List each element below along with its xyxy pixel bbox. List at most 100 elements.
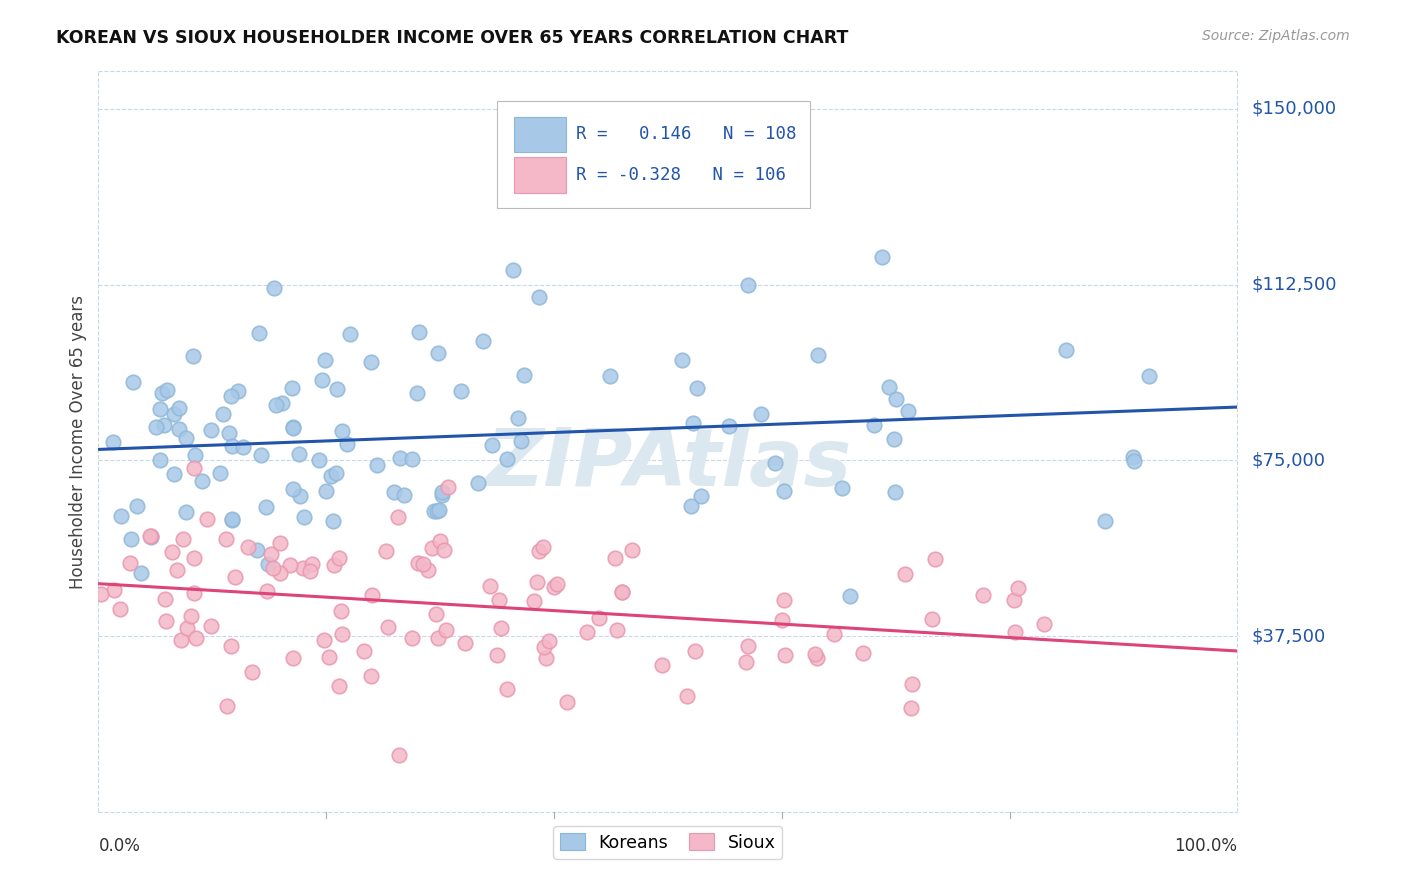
Point (90, 587, 112, 601)
Point (488, 592, 510, 607)
Point (1004, 625, 1026, 640)
Point (506, 411, 529, 425)
Point (1122, 454, 1144, 468)
Point (260, 548, 283, 562)
Point (683, 644, 706, 658)
Point (218, 425, 240, 440)
Point (167, 422, 190, 436)
Point (773, 484, 796, 499)
Point (195, 512, 218, 526)
Point (200, 424, 222, 438)
Point (141, 529, 163, 543)
Point (288, 490, 311, 504)
Point (215, 532, 238, 546)
Text: $75,000: $75,000 (1251, 451, 1326, 469)
Point (308, 452, 330, 467)
Point (257, 558, 280, 572)
Point (328, 550, 350, 565)
Point (773, 648, 796, 662)
Point (478, 579, 501, 593)
Point (852, 646, 875, 660)
Point (433, 543, 456, 558)
Point (269, 536, 291, 550)
Y-axis label: Householder Income Over 65 years: Householder Income Over 65 years (69, 294, 87, 589)
Point (1033, 616, 1056, 631)
Point (884, 392, 907, 407)
Point (870, 250, 893, 264)
Point (172, 533, 194, 547)
Point (321, 469, 343, 483)
Point (281, 381, 304, 395)
Point (149, 401, 172, 416)
Point (471, 334, 494, 349)
Point (679, 499, 702, 513)
Text: Source: ZipAtlas.com: Source: ZipAtlas.com (1202, 29, 1350, 43)
FancyBboxPatch shape (515, 157, 567, 193)
Text: 100.0%: 100.0% (1174, 837, 1237, 855)
Point (250, 448, 273, 462)
Point (155, 614, 177, 628)
Point (502, 263, 524, 277)
Point (118, 556, 141, 570)
Point (737, 639, 759, 653)
Text: $37,500: $37,500 (1251, 627, 1326, 645)
Point (180, 608, 202, 623)
Point (651, 658, 673, 673)
Point (555, 695, 578, 709)
Point (408, 326, 430, 340)
Point (322, 514, 344, 528)
Point (434, 623, 457, 637)
Point (240, 665, 263, 679)
Point (360, 355, 382, 369)
Point (454, 636, 477, 650)
Point (315, 483, 337, 498)
Point (280, 558, 302, 572)
Point (749, 408, 772, 422)
Text: 0.0%: 0.0% (98, 837, 141, 855)
Point (921, 612, 943, 626)
Point (621, 543, 644, 558)
Point (576, 625, 599, 640)
Point (737, 277, 759, 292)
Point (432, 485, 454, 500)
Point (176, 504, 198, 518)
Point (224, 570, 246, 584)
Point (328, 679, 350, 693)
Point (108, 602, 131, 616)
Point (526, 574, 548, 589)
Point (263, 281, 285, 295)
Point (401, 451, 423, 466)
Point (606, 623, 628, 637)
Point (763, 456, 786, 470)
Point (170, 633, 193, 648)
FancyBboxPatch shape (498, 101, 810, 209)
Point (139, 529, 162, 543)
Point (184, 631, 207, 645)
Point (149, 452, 172, 467)
Text: $112,500: $112,500 (1251, 276, 1337, 293)
Point (599, 369, 621, 384)
Point (610, 584, 633, 599)
Point (162, 467, 184, 481)
Point (184, 448, 207, 462)
Point (292, 509, 315, 524)
Point (221, 513, 243, 527)
Point (897, 404, 920, 418)
Point (682, 416, 704, 430)
Point (496, 452, 519, 467)
Point (863, 418, 886, 433)
Point (839, 589, 862, 603)
Point (426, 504, 449, 518)
Point (689, 489, 711, 503)
Point (183, 586, 205, 600)
Point (219, 639, 242, 653)
Point (685, 381, 707, 395)
Point (330, 626, 353, 640)
Point (217, 698, 239, 713)
Point (336, 437, 359, 451)
Point (174, 431, 197, 445)
Point (425, 607, 447, 621)
Point (139, 531, 162, 545)
Point (394, 488, 416, 502)
Point (401, 632, 423, 646)
